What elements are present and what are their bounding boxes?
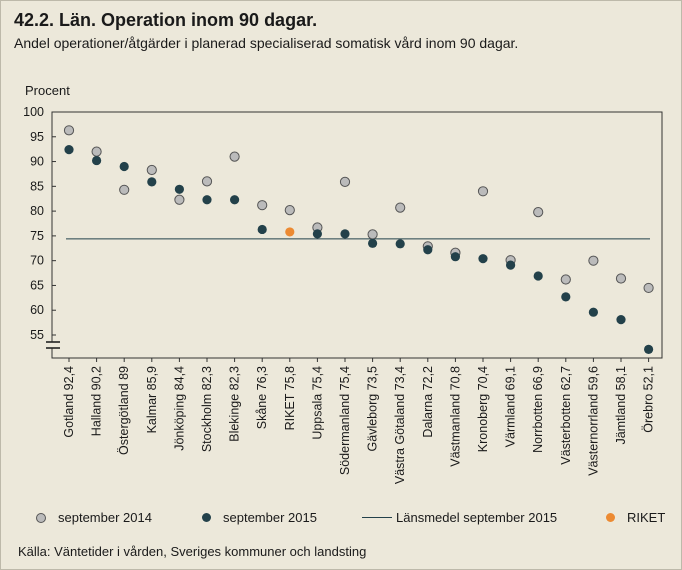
chart-title: 42.2. Län. Operation inom 90 dagar. (14, 10, 318, 30)
point-2015 (423, 245, 433, 255)
point-2015 (92, 155, 102, 166)
x-tick-label: Östergötland 89 (117, 366, 131, 455)
x-tick-label: Norrbotten 66,9 (531, 366, 545, 453)
x-tick-label: Örebro 52,1 (642, 366, 656, 433)
legend-marker-sep2014 (36, 512, 46, 523)
point-2014 (63, 125, 75, 136)
x-tick-label: Jönköping 84,4 (172, 366, 186, 451)
x-tick-label: Skåne 76,3 (255, 366, 269, 429)
y-tick-label: 90 (30, 155, 44, 169)
legend-marker-mean (362, 517, 392, 518)
point-2015 (588, 307, 599, 317)
plot-area-border (51, 111, 663, 359)
point-2015 (174, 184, 184, 194)
point-2014 (588, 255, 599, 266)
legend-item-sep2015: september 2015 (202, 510, 317, 525)
x-tick-label: Kronoberg 70,4 (476, 366, 490, 452)
y-axis-label: Procent (25, 83, 70, 98)
legend-item-riket: RIKET (606, 510, 665, 525)
legend-label-mean: Länsmedel september 2015 (396, 510, 558, 525)
legend-label-sep2014: september 2014 (58, 510, 152, 525)
chart-subtitle: Andel operationer/åtgärder i planerad sp… (14, 35, 519, 51)
point-2014 (533, 207, 544, 218)
x-tick-label: Jämtland 58,1 (614, 366, 628, 445)
x-tick-label: Västra Götaland 73,4 (393, 366, 407, 484)
point-2014 (146, 164, 157, 176)
x-tick-label: Gotland 92,4 (62, 366, 76, 438)
legend-item-mean: Länsmedel september 2015 (362, 510, 557, 525)
point-2014 (174, 194, 185, 205)
point-2015 (368, 238, 378, 248)
legend-label-sep2015: september 2015 (223, 510, 317, 525)
legend: september 2014 september 2015 Länsmedel … (0, 510, 682, 532)
x-tick-label: Dalarna 72,2 (421, 366, 435, 438)
x-tick-label: Södermanland 75,4 (338, 366, 352, 475)
x-tick-label: Kalmar 85,9 (145, 366, 159, 433)
point-2015-riket (285, 227, 295, 237)
y-tick-label: 60 (30, 303, 44, 317)
point-2015 (450, 252, 460, 262)
point-2015 (506, 260, 516, 270)
point-2014 (91, 146, 102, 157)
point-2015 (64, 145, 74, 155)
x-tick-label: Blekinge 82,3 (228, 366, 242, 442)
y-tick-label: 70 (30, 254, 44, 268)
source-note: Källa: Väntetider i vården, Sveriges kom… (18, 544, 367, 559)
point-2015 (533, 271, 543, 281)
point-2014 (284, 205, 295, 216)
point-2015 (202, 195, 212, 205)
point-2014 (560, 274, 571, 285)
point-2014 (367, 229, 378, 240)
x-tick-label: Västerbotten 62,7 (559, 366, 573, 465)
x-tick-label: Gävleborg 73,5 (366, 366, 380, 452)
x-tick-label: RIKET 75,8 (283, 366, 297, 430)
y-tick-label: 85 (30, 179, 44, 193)
point-2014 (201, 176, 213, 187)
x-tick-label: Uppsala 75,4 (310, 366, 324, 440)
x-tick-label: Västmanland 70,8 (448, 366, 462, 467)
point-2015 (312, 229, 322, 239)
point-2015 (561, 292, 571, 302)
y-tick-label: 65 (30, 278, 44, 292)
point-2014 (339, 176, 351, 187)
point-2015 (478, 254, 488, 264)
point-2014 (395, 202, 406, 213)
x-tick-label: Stockholm 82,3 (200, 366, 214, 452)
point-2015 (147, 177, 157, 187)
y-tick-label: 55 (30, 328, 44, 342)
legend-label-riket: RIKET (627, 510, 666, 525)
legend-marker-sep2015 (202, 513, 211, 522)
point-2015 (395, 239, 405, 249)
legend-item-sep2014: september 2014 (36, 510, 152, 525)
scatter-chart: Procent 55 60 65 70 75 80 85 90 95 100 Gotland 92,4… (23, 83, 663, 484)
x-tick-label: Värmland 69,1 (504, 366, 518, 447)
point-2015 (616, 315, 626, 325)
x-tick-label: Halland 90,2 (90, 366, 104, 436)
y-tick-label: 95 (30, 130, 44, 144)
point-2015 (340, 229, 350, 239)
point-2015 (230, 195, 240, 205)
point-2014 (229, 151, 240, 162)
point-2014 (643, 282, 654, 294)
point-2015 (644, 344, 654, 354)
point-2014 (257, 200, 268, 211)
x-tick-label: Västernorrland 59,6 (586, 366, 600, 476)
point-2015 (257, 224, 267, 235)
point-2014 (119, 184, 130, 195)
point-2015 (119, 161, 129, 172)
point-2014 (615, 273, 627, 284)
y-tick-label: 80 (30, 204, 44, 218)
legend-marker-riket (606, 513, 615, 522)
y-tick-label: 100 (23, 105, 44, 119)
axis-break-gap (46, 342, 60, 348)
y-tick-label: 75 (30, 229, 44, 243)
point-2014 (477, 186, 489, 197)
